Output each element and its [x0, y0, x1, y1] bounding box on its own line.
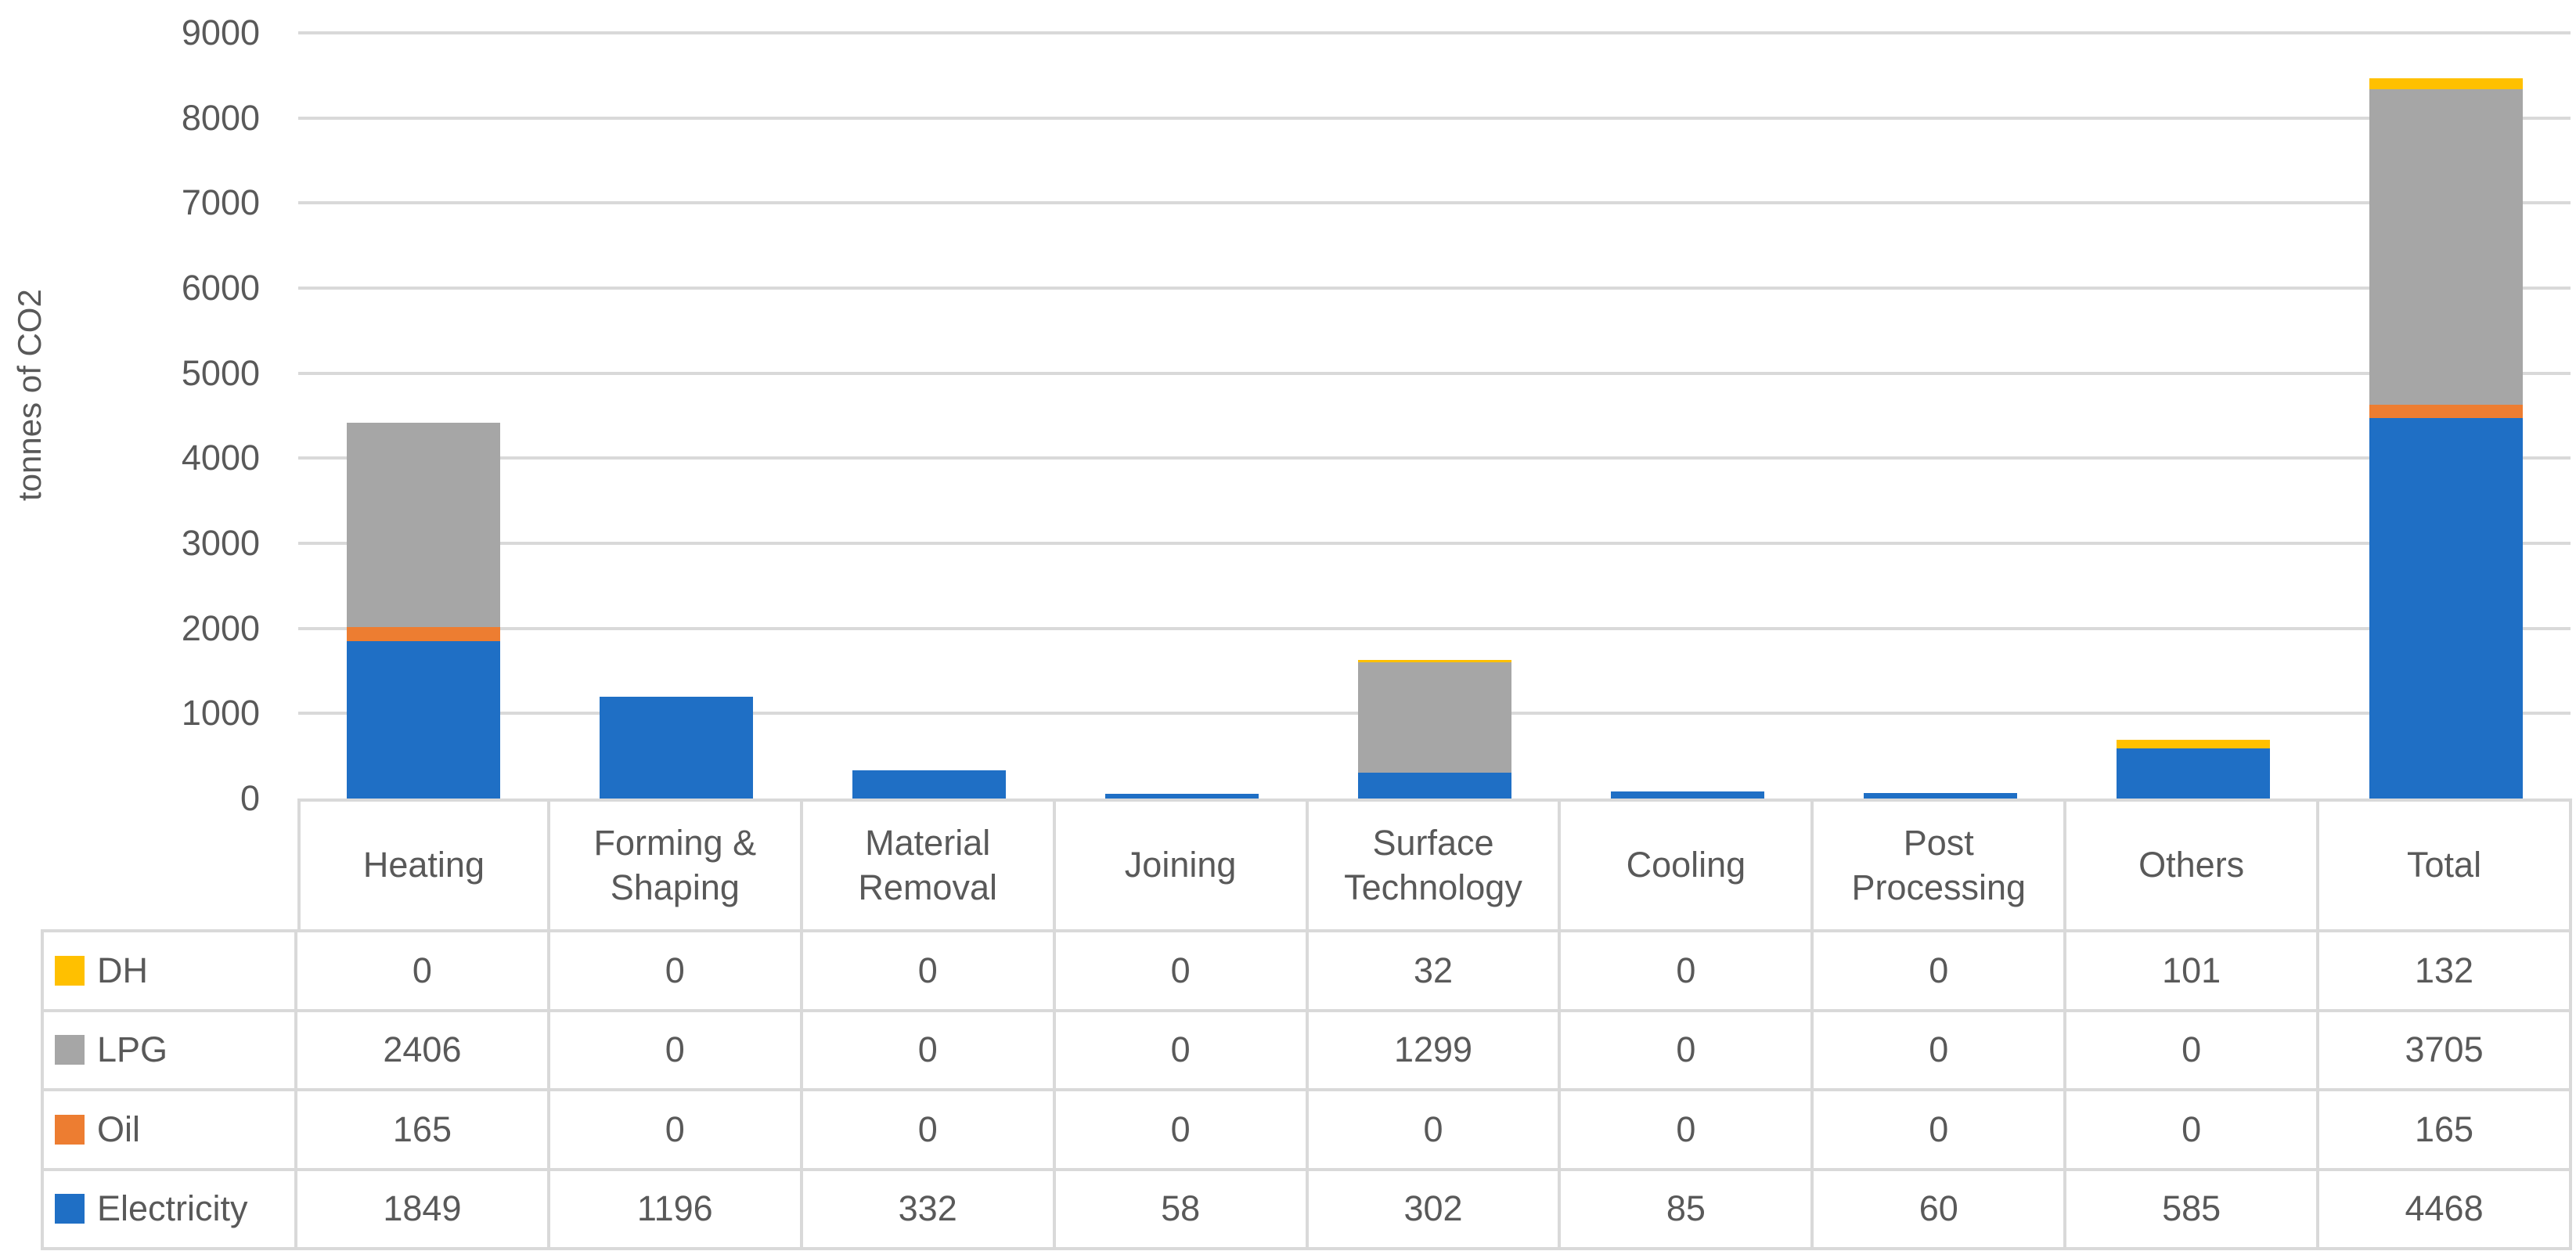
category-header-material-removal: Material Removal	[802, 799, 1056, 929]
y-axis-tick-2000: 2000	[181, 607, 260, 648]
table-value-others-lpg: 0	[2066, 1011, 2320, 1091]
bar-segment-material-removal-electricity	[852, 770, 1007, 799]
category-header-heating: Heating	[297, 799, 550, 929]
oil-legend-swatch-icon	[55, 1114, 85, 1145]
y-axis-tick-1000: 1000	[181, 693, 260, 734]
category-header-surface-technology: Surface Technology	[1308, 799, 1562, 929]
y-axis-tick-3000: 3000	[181, 523, 260, 563]
table-value-joining-oil: 0	[1055, 1091, 1309, 1171]
y-axis-tick-0: 0	[240, 778, 260, 818]
y-axis-tick-5000: 5000	[181, 352, 260, 393]
table-value-material-removal-electricity: 332	[802, 1170, 1056, 1250]
series-row-label-oil: Oil	[44, 1091, 297, 1171]
table-value-cooling-electricity: 85	[1561, 1170, 1814, 1250]
series-name: Electricity	[97, 1188, 248, 1229]
gridline-2000	[298, 626, 2571, 630]
table-value-cooling-lpg: 0	[1561, 1011, 1814, 1091]
gridline-6000	[298, 287, 2571, 290]
data-table-body: DH 0 0 0 0 32 0 0 101 132 LPG 2406 0 0 0 1299 0 0 0 3705 Oil…	[41, 929, 2572, 1250]
table-value-material-removal-dh: 0	[802, 932, 1056, 1012]
table-value-heating-lpg: 2406	[297, 1011, 550, 1091]
bar-segment-heating-electricity	[347, 641, 501, 799]
table-value-joining-lpg: 0	[1055, 1011, 1309, 1091]
table-value-forming-shaping-oil: 0	[549, 1091, 803, 1171]
table-value-surface-technology-dh: 32	[1308, 932, 1562, 1012]
bar-segment-others-electricity	[2116, 748, 2270, 799]
table-value-material-removal-oil: 0	[802, 1091, 1056, 1171]
series-row-label-lpg: LPG	[44, 1011, 297, 1091]
category-header-cooling: Cooling	[1561, 799, 1814, 929]
bar-segment-total-lpg	[2369, 88, 2523, 405]
y-axis-tick-4000: 4000	[181, 438, 260, 478]
bar-segment-forming-shaping-electricity	[600, 697, 754, 799]
series-name: LPG	[97, 1029, 168, 1070]
table-value-total-dh: 132	[2319, 932, 2572, 1012]
gridline-8000	[298, 116, 2571, 120]
y-axis-title: tonnes of CO2	[11, 289, 48, 501]
gridline-9000	[298, 31, 2571, 34]
bar-segment-joining-electricity	[1105, 793, 1259, 799]
electricity-legend-swatch-icon	[55, 1194, 85, 1224]
table-value-forming-shaping-electricity: 1196	[549, 1170, 803, 1250]
table-value-surface-technology-electricity: 302	[1308, 1170, 1562, 1250]
table-value-heating-dh: 0	[297, 932, 550, 1012]
table-value-total-lpg: 3705	[2319, 1011, 2572, 1091]
table-value-joining-dh: 0	[1055, 932, 1309, 1012]
y-axis-tick-9000: 9000	[181, 13, 260, 52]
bar-segment-surface-technology-lpg	[1358, 662, 1511, 773]
table-value-cooling-oil: 0	[1561, 1091, 1814, 1171]
bar-segment-others-dh	[2116, 740, 2270, 749]
table-value-others-oil: 0	[2066, 1091, 2320, 1171]
bar-segment-heating-oil	[347, 627, 501, 642]
bar-segment-heating-lpg	[347, 422, 501, 628]
table-value-heating-oil: 165	[297, 1091, 550, 1171]
table-value-post-processing-oil: 0	[1814, 1091, 2067, 1171]
table-value-surface-technology-lpg: 1299	[1308, 1011, 1562, 1091]
category-header-post-processing: Post Processing	[1814, 799, 2067, 929]
table-value-forming-shaping-lpg: 0	[549, 1011, 803, 1091]
bar-segment-total-electricity	[2369, 418, 2523, 799]
y-axis-tick-7000: 7000	[181, 182, 260, 223]
y-axis-tick-6000: 6000	[181, 268, 260, 308]
bar-segment-total-oil	[2369, 404, 2523, 419]
table-value-total-electricity: 4468	[2319, 1170, 2572, 1250]
bar-segment-cooling-electricity	[1610, 791, 1764, 799]
table-value-surface-technology-oil: 0	[1308, 1091, 1562, 1171]
series-name: Oil	[97, 1109, 140, 1149]
category-header-joining: Joining	[1055, 799, 1309, 929]
table-value-post-processing-lpg: 0	[1814, 1011, 2067, 1091]
dh-legend-swatch-icon	[55, 955, 85, 986]
table-value-cooling-dh: 0	[1561, 932, 1814, 1012]
bar-segment-total-dh	[2369, 78, 2523, 89]
bar-segment-surface-technology-dh	[1358, 659, 1511, 663]
table-value-post-processing-electricity: 60	[1814, 1170, 2067, 1250]
category-header-others: Others	[2066, 799, 2320, 929]
gridline-4000	[298, 456, 2571, 460]
series-row-label-electricity: Electricity	[44, 1170, 297, 1250]
gridline-3000	[298, 542, 2571, 545]
category-header-forming-shaping: Forming & Shaping	[549, 799, 803, 929]
lpg-legend-swatch-icon	[55, 1035, 85, 1065]
series-name: DH	[97, 950, 148, 990]
table-value-forming-shaping-dh: 0	[549, 932, 803, 1012]
category-header-row: Heating Forming & Shaping Material Removal…	[297, 799, 2572, 929]
table-value-joining-electricity: 58	[1055, 1170, 1309, 1250]
gridline-7000	[298, 201, 2571, 205]
table-value-others-electricity: 585	[2066, 1170, 2320, 1250]
table-value-others-dh: 101	[2066, 932, 2320, 1012]
category-header-total: Total	[2319, 799, 2572, 929]
table-value-material-removal-lpg: 0	[802, 1011, 1056, 1091]
table-value-heating-electricity: 1849	[297, 1170, 550, 1250]
bar-segment-post-processing-electricity	[1863, 793, 2017, 799]
bar-segment-surface-technology-electricity	[1358, 773, 1511, 799]
table-value-post-processing-dh: 0	[1814, 932, 2067, 1012]
table-value-total-oil: 165	[2319, 1091, 2572, 1171]
series-row-label-dh: DH	[44, 932, 297, 1012]
y-axis-tick-8000: 8000	[181, 97, 260, 138]
gridline-5000	[298, 371, 2571, 375]
